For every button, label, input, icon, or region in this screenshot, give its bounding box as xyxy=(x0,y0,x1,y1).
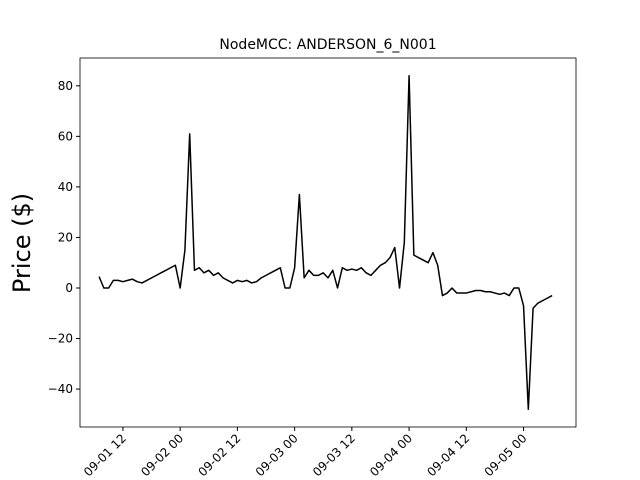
y-tick-label: 20 xyxy=(58,230,73,244)
x-tick-label: 09-01 12 xyxy=(81,431,129,479)
y-axis-label: Price ($) xyxy=(8,193,36,293)
chart-title: NodeMCC: ANDERSON_6_N001 xyxy=(219,37,436,53)
x-tick-label: 09-03 12 xyxy=(310,431,358,479)
y-tick-label: 40 xyxy=(58,180,73,194)
y-tick-label: 0 xyxy=(65,281,73,295)
y-tick-label: −20 xyxy=(48,332,73,346)
x-tick-label: 09-03 00 xyxy=(253,431,301,479)
line-series xyxy=(98,74,553,411)
y-tick-label: −40 xyxy=(48,382,73,396)
x-tick-label: 09-04 12 xyxy=(424,431,472,479)
plot-frame xyxy=(79,57,577,428)
y-tick-label: 60 xyxy=(58,129,73,143)
y-tick-label: 80 xyxy=(58,79,73,93)
x-tick-label: 09-02 00 xyxy=(138,431,186,479)
x-tick-label: 09-05 00 xyxy=(482,431,530,479)
x-tick-label: 09-04 00 xyxy=(367,431,415,479)
x-tick-label: 09-02 12 xyxy=(195,431,243,479)
